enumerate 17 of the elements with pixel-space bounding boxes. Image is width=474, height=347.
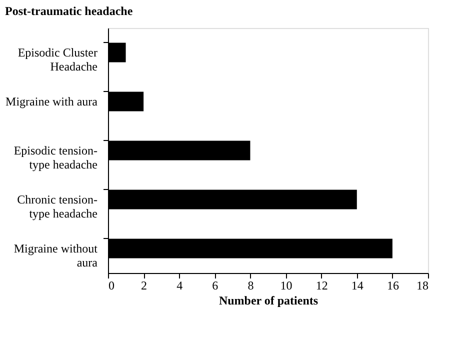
x-tick-label: 6 [212, 278, 218, 292]
y-tick-label: Episodic Cluster Headache [18, 46, 98, 74]
y-tick-label: Migraine without aura [14, 242, 98, 270]
x-tick-label: 2 [141, 278, 148, 292]
x-tick-label: 10 [280, 278, 292, 292]
y-tick-label: Chronic tension- type headache [17, 192, 98, 220]
x-tick-label: 8 [248, 278, 254, 292]
x-tick-label: 4 [176, 278, 183, 292]
x-tick-label: 16 [386, 278, 399, 292]
y-tick-label: Episodic tension- type headache [14, 144, 98, 172]
x-tick-label: 18 [416, 278, 428, 292]
x-tick-label: 12 [316, 278, 328, 292]
y-tick-label: Migraine with aura [6, 94, 98, 108]
x-tick-label: 14 [351, 278, 364, 292]
x-axis-title: Number of patients [218, 294, 318, 308]
chart-title: Post-traumatic headache [5, 4, 134, 18]
x-tick-label: 0 [108, 278, 114, 292]
